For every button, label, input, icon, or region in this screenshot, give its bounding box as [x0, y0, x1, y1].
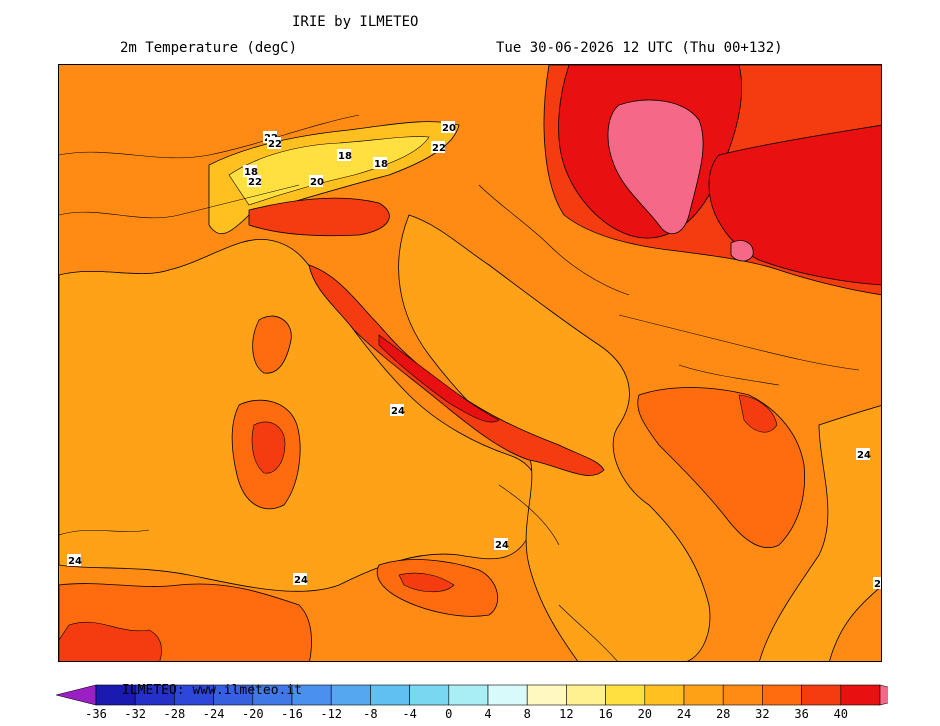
colorbar-tick: -12: [320, 707, 343, 721]
hungary-peak: [607, 99, 704, 235]
colorbar-tick: -32: [124, 707, 147, 721]
contour-label: 2: [874, 579, 881, 590]
colorbar-cell: [370, 684, 410, 706]
sea-aegean: [759, 405, 881, 661]
colorbar-tick: 24: [676, 707, 692, 721]
colorbar-tick: -8: [363, 707, 378, 721]
map-title: IRIE by ILMETEO: [292, 14, 419, 30]
temperature-map: 22 22 20 18 18 22 20 22 18 20 24 24 24: [58, 64, 882, 662]
colorbar-tick: -36: [85, 707, 107, 721]
variable-label: 2m Temperature (degC): [120, 40, 298, 56]
contour-label: 18: [374, 159, 388, 170]
colorbar-tick: -4: [402, 707, 417, 721]
colorbar-tick: 0: [445, 707, 453, 721]
contour-label: 22: [268, 139, 282, 150]
italy-peninsula-core: [378, 334, 500, 423]
colorbar-tick: 4: [484, 707, 492, 721]
colorbar-cell: [605, 684, 646, 706]
colorbar-cell: [409, 684, 450, 706]
colorbar-tick: -24: [202, 707, 225, 721]
greece-hot: [738, 394, 778, 433]
colorbar-tick: -20: [241, 707, 264, 721]
valid-time-label: Tue 30-06-2026 12 UTC (Thu 00+132): [496, 40, 783, 56]
colorbar-cell: [487, 684, 528, 706]
romania-peak: [730, 240, 754, 262]
colorbar-tick: 12: [559, 707, 574, 721]
hot-north-africa: [59, 621, 162, 661]
colorbar-arrow-right: [879, 684, 888, 706]
colorbar-tick: 40: [833, 707, 849, 721]
contour-label-group: 22 22 20 18 18 22 20 22 18 20 24 24 24: [67, 121, 881, 590]
colorbar-tick: 32: [755, 707, 770, 721]
contour-label: 24: [68, 556, 82, 567]
colorbar-cell: [566, 684, 606, 706]
temperature-colorbar: ILMETEO: www.ilmeteo.it: [56, 684, 888, 706]
colorbar-cell: [840, 684, 881, 706]
colorbar-tick: 36: [794, 707, 809, 721]
colorbar-tick: -28: [163, 707, 186, 721]
contour-label: 22: [432, 143, 446, 154]
colorbar-tick: 8: [523, 707, 531, 721]
colorbar-watermark: ILMETEO: www.ilmeteo.it: [122, 684, 302, 698]
colorbar-cell: [683, 684, 724, 706]
contour-label: 24: [495, 540, 509, 551]
contour-label: 24: [294, 575, 308, 586]
colorbar-cell: [644, 684, 685, 706]
contour-label: 20: [442, 123, 456, 134]
sardinia-hot: [251, 421, 286, 474]
colorbar-cell: [330, 684, 371, 706]
colorbar-cell: [526, 684, 567, 706]
colorbar-tick: 28: [715, 707, 731, 721]
contour-label: 20: [310, 177, 324, 188]
po-valley-hot: [248, 197, 390, 237]
colorbar-cell: [448, 684, 489, 706]
italy-peninsula-hot: [308, 264, 605, 476]
colorbar-tick: -16: [281, 707, 303, 721]
colorbar-cell: [762, 684, 802, 706]
sicily-hot: [398, 572, 455, 593]
contour-label: 18: [338, 151, 352, 162]
contour-label: 24: [857, 450, 871, 461]
romania-hottest: [708, 124, 881, 286]
colorbar-arrow-left: [56, 684, 97, 706]
colorbar-tick: 20: [637, 707, 653, 721]
corsica: [252, 315, 292, 374]
contour-label: 18: [244, 167, 258, 178]
contour-label: 22: [248, 177, 262, 188]
contour-label: 24: [391, 406, 405, 417]
sea-tyrrhenian: [59, 238, 540, 592]
contour-lines: [59, 114, 860, 661]
colorbar-tick: 16: [598, 707, 613, 721]
colorbar-cell: [801, 684, 842, 706]
colorbar-cell: [722, 684, 763, 706]
